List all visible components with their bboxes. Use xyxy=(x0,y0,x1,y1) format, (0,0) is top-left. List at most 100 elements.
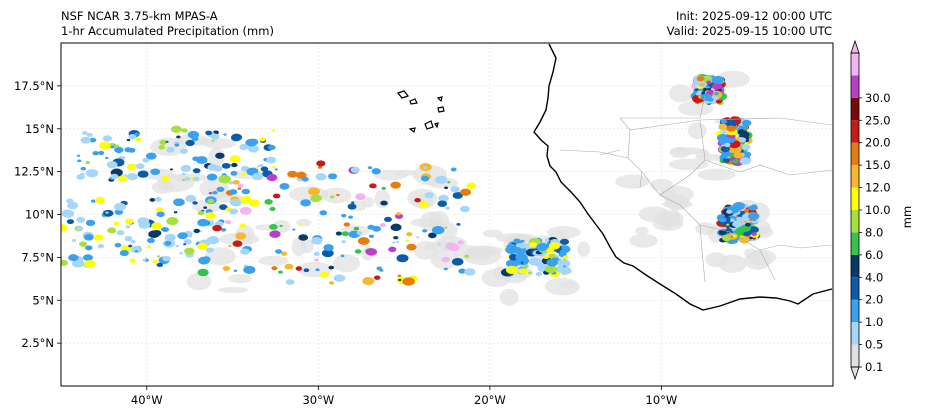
precip-cell xyxy=(368,234,375,239)
precip-cell xyxy=(739,157,751,165)
precip-cell xyxy=(341,240,346,244)
precip-cell xyxy=(174,143,180,147)
precip-cell xyxy=(85,245,93,251)
precip-cell xyxy=(350,166,360,173)
precip-cell xyxy=(315,268,320,272)
precip-cell xyxy=(356,231,363,235)
precip-cell xyxy=(75,226,84,232)
precip-cell xyxy=(749,218,753,222)
precip-cell xyxy=(117,175,128,183)
precip-cell xyxy=(751,232,757,236)
precip-cell xyxy=(743,128,747,131)
precip-cell xyxy=(126,138,131,142)
colorbar-tick-label: 25.0 xyxy=(865,113,891,127)
precip-cell xyxy=(239,143,249,151)
precip-cell xyxy=(97,243,105,249)
precip-cell xyxy=(134,250,139,253)
precip-cell xyxy=(275,249,283,254)
precip-cell xyxy=(228,244,232,248)
precip-cell xyxy=(749,236,753,239)
precip-cell xyxy=(233,269,238,272)
precip-haze xyxy=(217,286,249,294)
precip-cell xyxy=(77,159,82,163)
precip-cell xyxy=(744,222,751,227)
precip-haze xyxy=(687,122,707,140)
precip-cell xyxy=(300,199,312,207)
precip-cell xyxy=(523,265,528,268)
cape-verde-islands xyxy=(396,90,445,134)
precip-cell xyxy=(379,223,387,228)
precip-cell xyxy=(156,211,165,218)
precip-cell xyxy=(743,231,751,237)
precip-cell xyxy=(85,169,99,178)
precip-cell xyxy=(748,205,757,211)
colorbar-tick-label: 12.0 xyxy=(865,181,891,195)
precip-cell xyxy=(79,241,88,247)
precip-cell xyxy=(274,168,278,171)
precip-cell xyxy=(515,253,528,262)
precip-cell xyxy=(191,136,199,142)
precip-cell xyxy=(170,125,182,133)
precip-cell xyxy=(402,277,415,286)
precip-cell xyxy=(124,147,133,153)
precip-cell xyxy=(102,135,113,142)
colorbar-bin xyxy=(851,75,859,98)
precip-cell xyxy=(543,254,550,259)
precip-cell xyxy=(92,151,99,156)
precip-cell xyxy=(187,234,193,238)
precip-cell xyxy=(723,142,731,148)
precip-cell xyxy=(136,163,145,170)
precip-cell xyxy=(450,186,461,193)
precip-cell xyxy=(722,157,731,163)
precip-cell xyxy=(93,234,104,241)
precip-cell xyxy=(373,275,381,280)
precip-cell xyxy=(729,154,735,158)
precip-cell xyxy=(126,163,137,171)
precip-cell xyxy=(726,209,733,214)
precip-cell xyxy=(323,244,334,252)
precip-cell xyxy=(230,198,242,207)
precip-cell xyxy=(229,189,238,195)
precip-cell xyxy=(116,230,125,236)
precip-haze xyxy=(747,249,777,266)
precip-cell xyxy=(212,190,218,195)
precip-cell xyxy=(241,188,251,195)
precip-cell xyxy=(458,268,467,274)
precip-cell xyxy=(396,254,409,263)
precip-cell xyxy=(336,193,340,197)
precip-cell xyxy=(86,132,93,137)
precip-cell xyxy=(527,271,533,275)
precip-cell xyxy=(114,144,119,148)
precip-cell xyxy=(128,244,133,248)
colorbar-tick-label: 30.0 xyxy=(865,91,891,105)
precip-cell xyxy=(419,201,429,208)
precip-cell xyxy=(173,198,185,207)
precip-cell xyxy=(98,150,105,156)
precip-cell xyxy=(225,219,232,225)
precip-cell xyxy=(365,248,378,256)
precip-cell xyxy=(706,80,712,84)
precip-cell xyxy=(205,247,214,253)
precip-haze xyxy=(332,254,360,273)
precip-cell xyxy=(240,248,250,255)
precip-cell xyxy=(197,268,209,277)
precip-cell xyxy=(372,225,382,232)
precip-cell xyxy=(232,240,243,247)
precip-cell xyxy=(85,160,91,165)
precip-cell xyxy=(518,268,528,274)
precip-cell xyxy=(743,151,752,157)
precip-cell xyxy=(239,223,247,228)
precip-cell xyxy=(715,99,723,104)
precip-cell xyxy=(703,76,715,84)
field-title: 1-hr Accumulated Precipitation (mm) xyxy=(61,23,274,38)
precip-haze xyxy=(577,241,590,257)
precip-cell xyxy=(222,265,231,272)
geography xyxy=(396,43,833,311)
precip-cell xyxy=(718,217,727,223)
colorbar-bin xyxy=(851,254,859,278)
precip-haze xyxy=(428,210,450,231)
precip-haze xyxy=(669,146,691,159)
precip-haze xyxy=(483,229,503,238)
precip-cell xyxy=(245,138,257,147)
precip-cell xyxy=(165,146,175,153)
